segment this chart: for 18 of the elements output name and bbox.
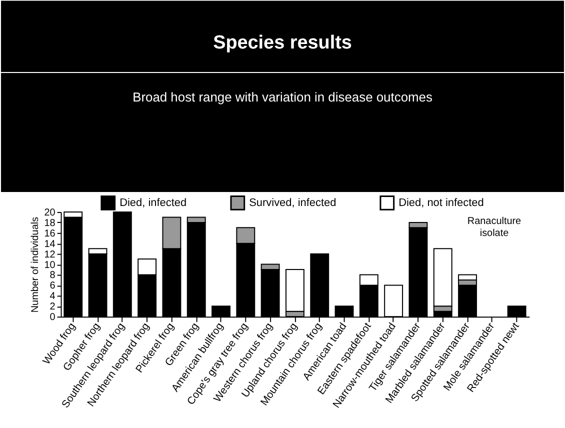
y-tick-label: 2: [50, 302, 56, 313]
y-axis-title: Number of individuals: [30, 216, 42, 313]
y-tick-label: 6: [50, 280, 56, 292]
y-tick-label: 18: [44, 218, 56, 229]
y-tick-label: 12: [44, 249, 56, 260]
y-tick-label: 20: [44, 207, 56, 218]
y-tick-label: 0: [50, 312, 56, 324]
y-tick-label: 4: [50, 291, 56, 302]
chart-subtitle: Broad host range with variation in disease outcomes: [132, 89, 432, 104]
annotation: Ranaculture isolate: [467, 216, 522, 239]
y-tick-label: 10: [44, 260, 56, 271]
chart-title: Species results: [213, 32, 352, 54]
legend-label: Survived, infected: [249, 196, 336, 209]
legend-label: Died, not infected: [398, 196, 484, 209]
y-tick-label: 8: [50, 270, 56, 282]
y-tick-label: 14: [44, 238, 56, 250]
y-tick-label: 16: [44, 228, 56, 240]
legend-label: Died, infected: [120, 196, 187, 209]
